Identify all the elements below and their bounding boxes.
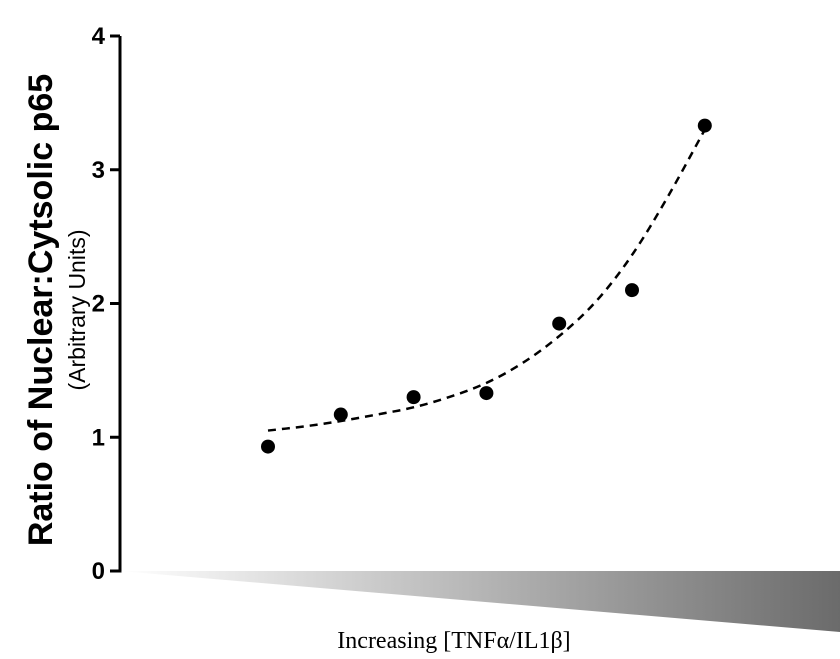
trend-line (267, 129, 706, 432)
data-points (261, 118, 712, 454)
y-tick-label: 4 (92, 23, 106, 50)
data-point (552, 316, 567, 331)
y-axis-title: Ratio of Nuclear:Cytsolic p65 (22, 74, 60, 546)
y-tick-label: 1 (92, 424, 105, 451)
data-point (261, 439, 275, 454)
fit-curve (267, 129, 706, 432)
y-axis-subtitle: (Arbitrary Units) (64, 229, 90, 390)
data-point (479, 386, 494, 401)
data-point (406, 390, 421, 405)
x-axis-title: Increasing [TNFα/IL1β] (337, 628, 570, 654)
y-tick-label: 3 (92, 157, 105, 184)
y-tick-label: 0 (92, 558, 105, 585)
y-tick-label: 2 (92, 291, 105, 318)
data-point (697, 118, 712, 133)
data-point (333, 407, 348, 422)
data-point (625, 283, 639, 298)
x-axis-gradient-wedge (120, 571, 840, 632)
y-axis: 0 1 2 3 4 (92, 23, 122, 585)
